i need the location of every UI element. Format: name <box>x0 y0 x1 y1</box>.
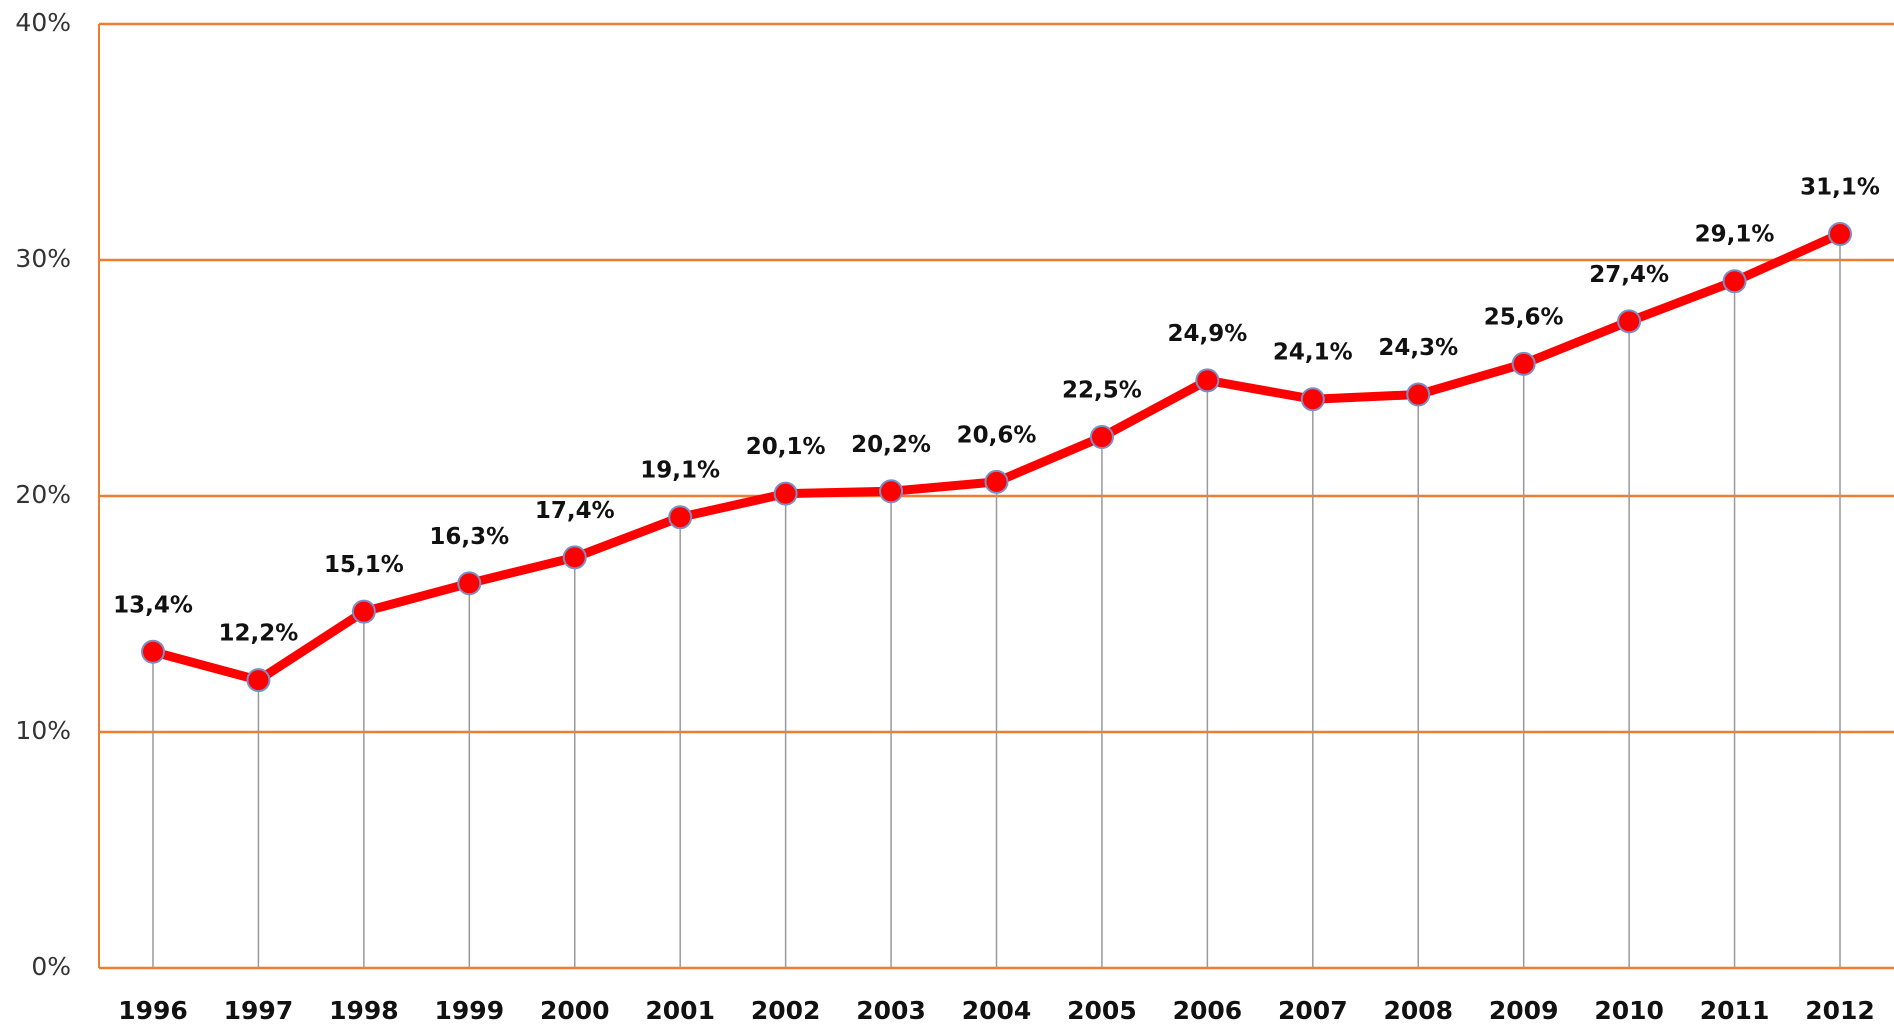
data-label: 20,6% <box>957 422 1037 448</box>
marker <box>1511 351 1536 376</box>
data-label: 24,1% <box>1273 340 1353 366</box>
marker <box>773 481 798 506</box>
marker <box>1722 269 1747 294</box>
x-tick-label: 1998 <box>329 996 399 1025</box>
x-tick-label: 2010 <box>1594 996 1664 1025</box>
x-tick-label: 1999 <box>435 996 505 1025</box>
marker <box>246 668 271 693</box>
x-tick-label: 2005 <box>1067 996 1137 1025</box>
marker <box>141 639 165 664</box>
data-label: 29,1% <box>1695 222 1775 248</box>
data-label: 12,2% <box>219 621 299 647</box>
x-tick-label: 2004 <box>962 996 1032 1025</box>
data-label: 27,4% <box>1589 262 1669 288</box>
marker <box>984 469 1009 494</box>
marker <box>668 505 693 530</box>
marker <box>457 571 482 596</box>
x-tick-label: 2012 <box>1805 996 1875 1025</box>
marker <box>1089 425 1114 449</box>
y-tick-label: 0% <box>31 952 71 981</box>
data-label: 17,4% <box>535 498 615 524</box>
x-tick-label: 2003 <box>856 996 926 1025</box>
marker <box>879 479 904 504</box>
data-label: 20,1% <box>746 434 826 460</box>
marker <box>1300 387 1325 412</box>
y-tick-label: 20% <box>15 480 71 509</box>
marker <box>1617 309 1642 334</box>
data-label: 15,1% <box>324 552 404 578</box>
x-tick-label: 2006 <box>1173 996 1243 1025</box>
x-tick-label: 1996 <box>118 996 188 1025</box>
data-label: 16,3% <box>429 524 509 550</box>
marker <box>562 545 587 570</box>
x-tick-label: 2007 <box>1278 996 1348 1025</box>
x-tick-label: 2011 <box>1700 996 1770 1025</box>
data-label: 22,5% <box>1062 378 1142 404</box>
marker <box>351 599 376 624</box>
y-tick-label: 10% <box>15 716 71 745</box>
data-label: 19,1% <box>640 458 720 484</box>
x-tick-label: 2000 <box>540 996 610 1025</box>
marker <box>1406 382 1431 407</box>
data-label: 13,4% <box>113 592 193 618</box>
x-tick-label: 2002 <box>751 996 821 1025</box>
x-tick-label: 1997 <box>224 996 294 1025</box>
data-label: 24,9% <box>1167 321 1247 347</box>
x-tick-label: 2008 <box>1383 996 1453 1025</box>
data-label: 25,6% <box>1484 304 1564 330</box>
data-label: 31,1% <box>1800 175 1880 201</box>
y-tick-label: 30% <box>15 244 71 273</box>
data-label: 20,2% <box>851 432 931 458</box>
marker <box>1828 222 1852 247</box>
x-tick-label: 2001 <box>645 996 715 1025</box>
y-tick-label: 40% <box>15 8 71 37</box>
x-tick-label: 2009 <box>1489 996 1559 1025</box>
data-label: 24,3% <box>1378 335 1458 361</box>
marker <box>1195 368 1220 393</box>
